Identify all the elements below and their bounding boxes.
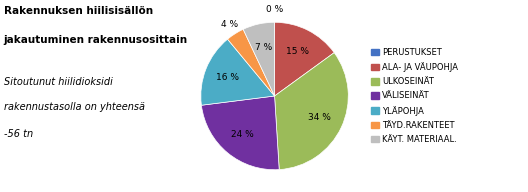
Text: 34 %: 34 % [308, 113, 332, 122]
Text: rakennustasolla on yhteensä: rakennustasolla on yhteensä [4, 102, 145, 112]
Text: 4 %: 4 % [221, 20, 238, 29]
Wedge shape [275, 53, 348, 170]
Text: 0 %: 0 % [266, 4, 283, 13]
Text: 24 %: 24 % [231, 130, 254, 139]
Wedge shape [275, 22, 334, 96]
Text: 15 %: 15 % [286, 47, 309, 56]
Text: Rakennuksen hiilisisällön: Rakennuksen hiilisisällön [4, 6, 153, 16]
Wedge shape [201, 96, 279, 170]
Wedge shape [201, 39, 275, 105]
Text: 16 %: 16 % [216, 73, 239, 82]
Wedge shape [243, 22, 275, 96]
Text: -56 tn: -56 tn [4, 129, 33, 139]
Text: 7 %: 7 % [255, 43, 272, 52]
Legend: PERUSTUKSET, ALA- JA VÄUPOHJA, ULKOSEINÄT, VÄLISEINÄT, YLÄPOHJA, TÄYD.RAKENTEET,: PERUSTUKSET, ALA- JA VÄUPOHJA, ULKOSEINÄ… [371, 48, 458, 144]
Text: Sitoutunut hiilidioksidi: Sitoutunut hiilidioksidi [4, 77, 112, 87]
Wedge shape [228, 29, 275, 96]
Text: jakautuminen rakennusosittain: jakautuminen rakennusosittain [4, 35, 188, 45]
